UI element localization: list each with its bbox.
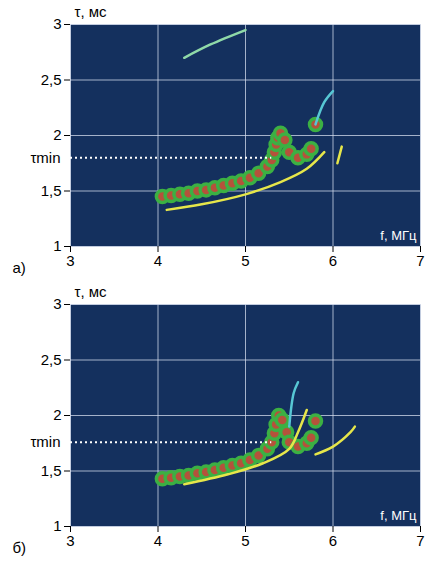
- svg-text:5: 5: [241, 252, 249, 269]
- svg-text:7: 7: [416, 252, 424, 269]
- svg-text:1: 1: [53, 517, 61, 534]
- svg-text:б): б): [13, 539, 27, 556]
- svg-text:5: 5: [241, 532, 249, 549]
- svg-text:f, МГц: f, МГц: [380, 228, 417, 243]
- svg-text:2: 2: [53, 406, 61, 423]
- svg-text:f, МГц: f, МГц: [380, 508, 417, 523]
- svg-text:τ, мс: τ, мс: [75, 3, 108, 20]
- svg-text:3: 3: [53, 15, 61, 32]
- svg-text:2,5: 2,5: [41, 351, 62, 368]
- svg-text:3: 3: [53, 295, 61, 312]
- svg-text:3: 3: [66, 252, 74, 269]
- svg-text:τmin: τmin: [30, 433, 60, 450]
- svg-text:4: 4: [154, 252, 162, 269]
- svg-text:3: 3: [66, 532, 74, 549]
- svg-text:2: 2: [53, 126, 61, 143]
- svg-text:6: 6: [329, 252, 337, 269]
- svg-text:1,5: 1,5: [41, 462, 62, 479]
- svg-text:τmin: τmin: [30, 149, 60, 166]
- svg-text:7: 7: [416, 532, 424, 549]
- svg-text:1,5: 1,5: [41, 182, 62, 199]
- svg-text:1: 1: [53, 237, 61, 254]
- svg-text:2,5: 2,5: [41, 71, 62, 88]
- svg-text:τ, мс: τ, мс: [75, 283, 108, 300]
- svg-text:4: 4: [154, 532, 162, 549]
- svg-text:6: 6: [329, 532, 337, 549]
- svg-text:а): а): [13, 259, 26, 276]
